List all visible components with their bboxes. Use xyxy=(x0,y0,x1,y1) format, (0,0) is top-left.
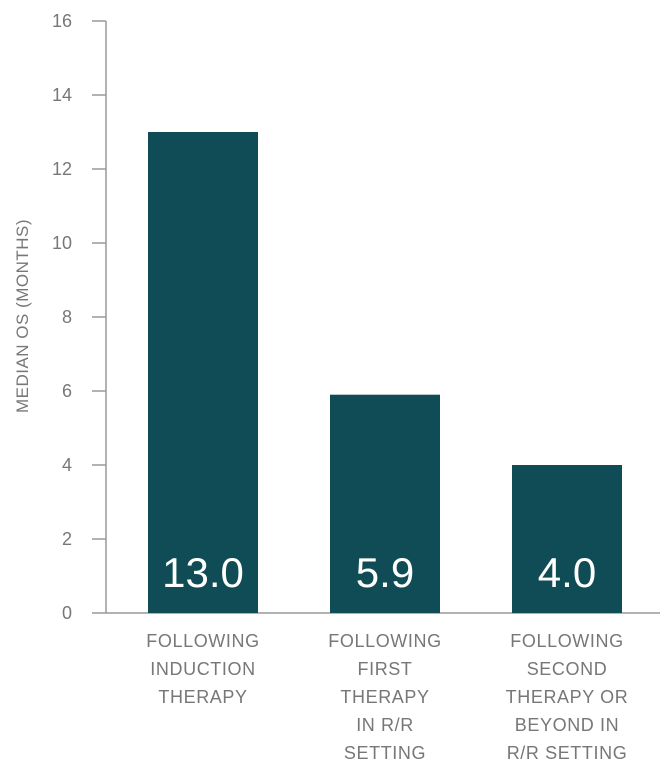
bar xyxy=(148,132,258,613)
category-label-line: FIRST xyxy=(358,659,413,679)
y-tick-label: 10 xyxy=(52,233,72,253)
bar xyxy=(512,465,622,613)
y-axis-title-group: MEDIAN OS (MONTHS) xyxy=(13,219,32,413)
bar xyxy=(330,394,440,613)
y-tick-label: 8 xyxy=(62,307,72,327)
y-tick-label: 14 xyxy=(52,85,72,105)
bars xyxy=(148,132,622,613)
y-tick-label: 6 xyxy=(62,381,72,401)
category-label: FOLLOWING INDUCTION THERAPY xyxy=(146,631,259,707)
category-label-line: THERAPY xyxy=(158,687,247,707)
category-label-line: R/R SETTING xyxy=(507,743,628,763)
category-label-line: INDUCTION xyxy=(150,659,255,679)
category-label-line: BEYOND IN xyxy=(515,715,619,735)
bar-value-label: 13.0 xyxy=(162,549,244,596)
y-tick-label: 4 xyxy=(62,455,72,475)
y-tick-label: 12 xyxy=(52,159,72,179)
category-label: FOLLOWING FIRST THERAPY IN R/R SETTING xyxy=(328,631,441,763)
bar-value-label: 4.0 xyxy=(538,549,596,596)
category-label-line: FOLLOWING xyxy=(146,631,259,651)
category-label-line: FOLLOWING xyxy=(510,631,623,651)
y-axis-title: MEDIAN OS (MONTHS) xyxy=(13,219,32,413)
category-label-line: SETTING xyxy=(344,743,426,763)
bar-value-label: 5.9 xyxy=(356,549,414,596)
data-labels: 13.0 5.9 4.0 xyxy=(162,549,596,596)
category-label-line: FOLLOWING xyxy=(328,631,441,651)
category-label-line: IN R/R xyxy=(356,715,414,735)
y-tick-label: 2 xyxy=(62,529,72,549)
y-tick-label: 0 xyxy=(62,603,72,623)
category-label-line: THERAPY OR xyxy=(506,687,629,707)
category-labels: FOLLOWING INDUCTION THERAPY FOLLOWING FIRST T… xyxy=(146,631,629,763)
y-tick-label: 16 xyxy=(52,11,72,31)
category-label-line: THERAPY xyxy=(340,687,429,707)
category-label: FOLLOWING SECOND THERAPY OR BEYOND IN R/R SE… xyxy=(506,631,629,763)
category-label-line: SECOND xyxy=(527,659,608,679)
